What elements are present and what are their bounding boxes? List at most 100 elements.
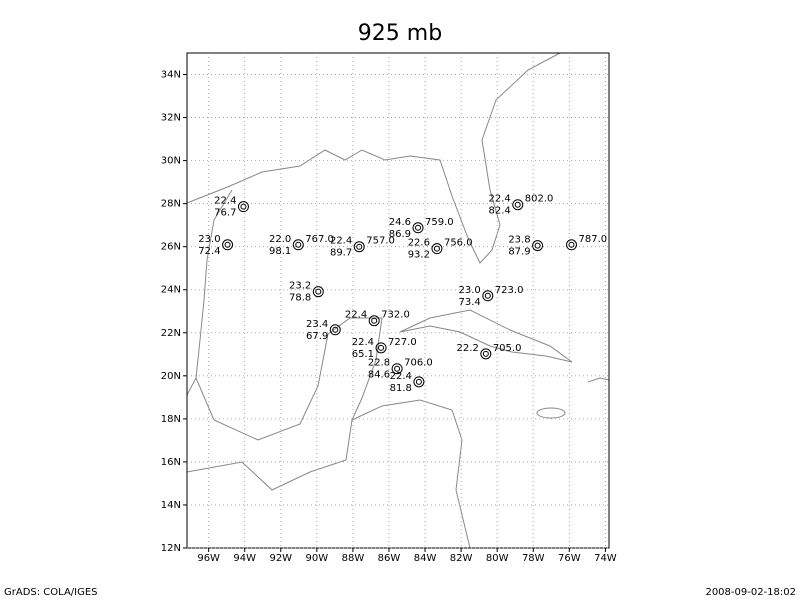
x-tick-label: 96W — [197, 553, 220, 564]
x-tick-label: 86W — [378, 553, 401, 564]
height: 756.0 — [444, 238, 473, 249]
height: 787.0 — [578, 234, 607, 245]
station-core — [378, 344, 385, 351]
station — [312, 286, 324, 298]
station-core — [356, 243, 363, 250]
coastlines — [186, 52, 610, 549]
height: 757.0 — [366, 236, 395, 247]
humidity: 67.9 — [306, 331, 328, 342]
temperature: 22.4 — [345, 310, 367, 321]
station-core — [415, 378, 422, 385]
station — [292, 239, 304, 251]
temperature: 22.4 — [330, 236, 352, 247]
y-tick-label: 22N — [161, 328, 181, 339]
station — [480, 348, 492, 360]
station-core — [484, 292, 491, 299]
y-tick-label: 24N — [161, 285, 181, 296]
x-tick-label: 94W — [233, 553, 256, 564]
station — [512, 199, 524, 211]
station — [329, 324, 341, 336]
station-core — [315, 288, 322, 295]
temperature: 22.2 — [457, 343, 479, 354]
humidity: 93.2 — [408, 250, 430, 261]
x-tick-label: 90W — [306, 553, 329, 564]
station — [565, 239, 577, 251]
station-core — [332, 326, 339, 333]
height: 705.0 — [493, 343, 522, 354]
station — [375, 342, 387, 354]
temperature: 22.4 — [390, 371, 412, 382]
station-core — [394, 365, 401, 372]
humidity: 81.8 — [390, 383, 412, 394]
y-tick-label: 30N — [161, 156, 181, 167]
height: 727.0 — [388, 337, 417, 348]
station — [222, 239, 234, 251]
x-tick-label: 82W — [450, 553, 473, 564]
footer-left: GrADS: COLA/IGES — [4, 587, 98, 598]
humidity: 87.9 — [508, 247, 530, 258]
y-tick-label: 18N — [161, 414, 181, 425]
humidity: 72.4 — [198, 246, 220, 257]
temperature: 22.4 — [488, 194, 510, 205]
y-tick-label: 26N — [161, 242, 181, 253]
y-tick-label: 12N — [161, 543, 181, 554]
y-tick-label: 14N — [161, 500, 181, 511]
station — [391, 363, 403, 375]
humidity: 86.9 — [389, 229, 411, 240]
station-core — [433, 245, 440, 252]
temperature: 23.8 — [508, 235, 530, 246]
y-tick-label: 34N — [161, 70, 181, 81]
station — [368, 315, 380, 327]
temperature: 24.6 — [389, 217, 411, 228]
station-core — [240, 203, 247, 210]
station — [413, 376, 425, 388]
x-tick-label: 78W — [522, 553, 545, 564]
footer-right: 2008-09-02-18:02 — [705, 587, 796, 598]
temperature: 23.0 — [459, 285, 481, 296]
map-frame — [186, 52, 610, 549]
station — [431, 243, 443, 255]
title: 925 mb — [358, 21, 442, 46]
station — [353, 241, 365, 253]
temperature: 23.0 — [198, 234, 220, 245]
x-tick-label: 88W — [342, 553, 365, 564]
height: 802.0 — [525, 194, 554, 205]
station — [482, 290, 494, 302]
temperature: 22.0 — [269, 234, 291, 245]
station-core — [415, 224, 422, 231]
station — [412, 222, 424, 234]
y-tick-label: 20N — [161, 371, 181, 382]
x-tick-label: 80W — [486, 553, 509, 564]
humidity: 65.1 — [352, 349, 374, 360]
temperature: 22.8 — [368, 358, 390, 369]
y-tick-label: 16N — [161, 457, 181, 468]
humidity: 84.6 — [368, 370, 390, 381]
station-core — [295, 241, 302, 248]
height: 767.0 — [305, 234, 334, 245]
x-tick-label: 92W — [269, 553, 292, 564]
station-core — [534, 242, 541, 249]
humidity: 78.8 — [289, 293, 311, 304]
humidity: 89.7 — [330, 248, 352, 259]
station-core — [482, 350, 489, 357]
y-tick-label: 28N — [161, 199, 181, 210]
height: 723.0 — [495, 285, 524, 296]
humidity: 82.4 — [488, 206, 510, 217]
station — [237, 201, 249, 213]
station-core — [568, 241, 575, 248]
temperature: 23.4 — [306, 319, 328, 330]
humidity: 73.4 — [459, 297, 481, 308]
temperature: 22.4 — [214, 196, 236, 207]
height: 732.0 — [381, 310, 410, 321]
humidity: 98.1 — [269, 246, 291, 257]
station — [532, 240, 544, 252]
station-core — [371, 317, 378, 324]
x-tick-label: 74W — [594, 553, 617, 564]
height: 706.0 — [404, 358, 433, 369]
x-tick-label: 76W — [558, 553, 581, 564]
height: 759.0 — [425, 217, 454, 228]
x-tick-label: 84W — [414, 553, 437, 564]
station-core — [224, 241, 231, 248]
temperature: 22.4 — [352, 337, 374, 348]
